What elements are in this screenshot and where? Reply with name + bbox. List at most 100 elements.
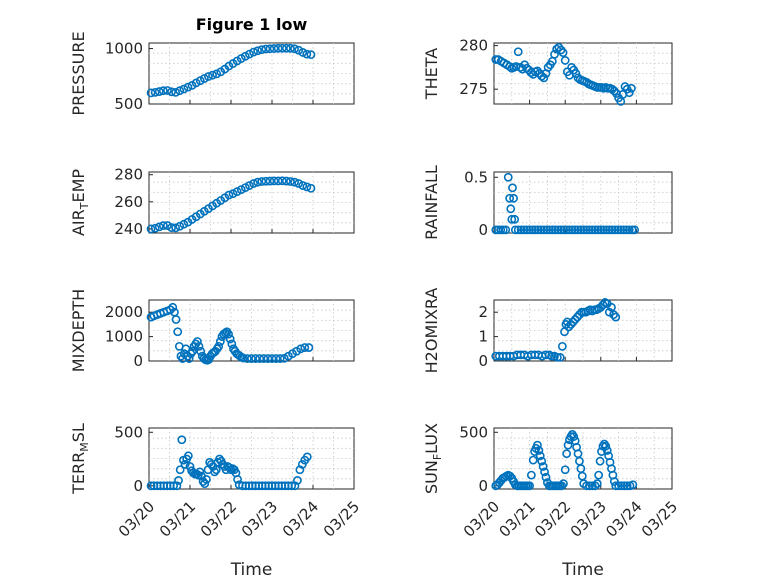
data-point (146, 88, 156, 98)
series-markers (491, 42, 636, 106)
data-point (271, 354, 281, 363)
data-point (154, 222, 164, 232)
y-tick-label: 280 (114, 166, 143, 184)
data-point (297, 459, 307, 469)
data-point (570, 225, 580, 235)
y-tick-label: 0.5 (464, 168, 488, 186)
x-tick-label: 03/23 (238, 497, 281, 540)
data-point (290, 44, 299, 54)
data-point (194, 341, 204, 351)
data-point (175, 86, 185, 96)
data-point (528, 225, 537, 235)
data-point (627, 83, 636, 93)
data-point (522, 225, 532, 235)
data-point (539, 225, 549, 235)
data-point (559, 225, 569, 235)
data-point (253, 177, 263, 187)
data-point (592, 479, 602, 489)
data-point (530, 225, 540, 235)
data-point (557, 341, 567, 351)
data-point (533, 440, 542, 450)
data-point (233, 474, 242, 484)
data-point (599, 225, 609, 235)
data-point (552, 44, 562, 54)
data-point (215, 337, 225, 346)
data-point (533, 225, 543, 235)
data-point (525, 225, 534, 235)
data-point (622, 225, 631, 235)
data-point (177, 435, 187, 445)
data-point (563, 440, 573, 450)
data-point (596, 225, 606, 235)
data-point (545, 225, 554, 235)
y-axis-label: AIRTEMP (69, 169, 91, 236)
data-point (242, 354, 252, 363)
y-tick-label: 2 (478, 303, 488, 321)
data-point (596, 302, 606, 312)
data-point (269, 176, 279, 186)
data-point (251, 354, 260, 363)
data-point (557, 481, 567, 491)
data-point (199, 74, 209, 83)
data-point (579, 225, 589, 235)
data-point (507, 214, 517, 224)
y-axis-label: PRESSURE (69, 31, 88, 115)
subplot-pressure: 500 1000 PRESSURE Figure 1 low (69, 15, 355, 116)
data-point (590, 225, 600, 235)
y-tick-label: 0 (478, 352, 488, 370)
y-tick-label: 500 (459, 423, 488, 441)
data-point (201, 474, 211, 484)
data-point (585, 225, 594, 235)
data-point (277, 43, 287, 53)
data-point (582, 481, 591, 491)
data-point (180, 459, 190, 469)
data-point (590, 481, 600, 491)
data-point (616, 225, 626, 235)
data-point (224, 329, 233, 339)
y-axis-label: SUNFLUX (422, 423, 444, 494)
data-point (576, 225, 586, 235)
data-point (562, 449, 572, 459)
x-tick-label: 03/25 (638, 497, 681, 540)
data-point (183, 451, 193, 461)
data-point (566, 319, 576, 329)
data-point (261, 44, 271, 54)
data-point (214, 341, 224, 351)
series-markers (146, 302, 314, 365)
data-point (188, 346, 197, 356)
data-point (506, 204, 516, 214)
data-point (225, 334, 235, 344)
axes-frame (148, 42, 355, 105)
data-point (630, 225, 640, 235)
data-point (572, 312, 582, 322)
data-point (610, 225, 620, 235)
grid (494, 300, 672, 361)
data-point (547, 225, 557, 235)
data-point (158, 86, 168, 96)
data-point (519, 225, 529, 235)
data-point (298, 48, 308, 57)
x-tick-label: 03/21 (495, 497, 538, 540)
data-point (171, 223, 181, 233)
data-point (212, 69, 222, 79)
data-point (255, 354, 265, 363)
data-point (267, 354, 277, 363)
y-tick-label: 0 (478, 477, 488, 495)
data-point (204, 72, 213, 81)
data-point (163, 86, 172, 95)
data-point (306, 183, 316, 193)
data-point (287, 481, 297, 491)
data-point (602, 225, 611, 235)
data-point (534, 446, 544, 455)
data-point (593, 225, 603, 235)
y-tick-label: 280 (459, 37, 488, 55)
data-point (290, 177, 299, 187)
data-point (171, 315, 181, 324)
x-axis-label: Time (561, 560, 604, 580)
data-point (171, 87, 181, 97)
data-point (257, 177, 267, 186)
data-point (200, 479, 210, 489)
data-point (594, 470, 604, 480)
